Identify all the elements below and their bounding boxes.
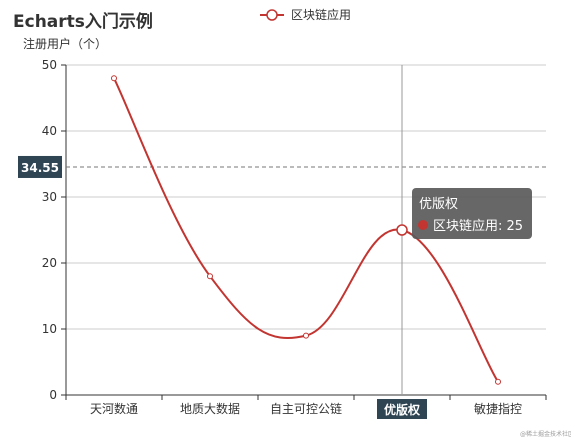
tooltip-box [412,188,532,239]
y-tick-label: 30 [42,190,57,204]
legend-marker [266,9,278,21]
tooltip-title: 优版权 [419,196,458,212]
tooltip-series-value: 区块链应用: 25 [433,218,523,234]
data-point[interactable] [111,75,117,82]
data-point[interactable] [396,224,408,236]
y-pointer-label: 34.55 [21,161,59,175]
y-axis-label: 注册用户（个） [23,36,107,51]
x-tick-label: 敏捷指控 [474,401,522,416]
tooltip: 优版权 区块链应用: 25 [412,188,532,239]
x-tick-label: 优版权 [384,402,421,417]
y-tick-label: 0 [49,388,57,402]
chart-title: Echarts入门示例 [13,11,153,32]
x-tick-label: 天河数通 [90,401,138,416]
y-tick-label: 40 [42,124,57,138]
legend[interactable]: 区块链应用 [260,7,351,22]
y-tick-label: 20 [42,256,57,270]
x-tick-label: 地质大数据 [180,401,240,416]
data-points[interactable] [111,75,501,385]
x-tick-label: 自主可控公链 [270,401,342,416]
y-pointer-label-bg [18,155,62,178]
x-pointer-label-bg [377,399,427,419]
y-tick-label: 10 [42,322,57,336]
legend-label[interactable]: 区块链应用 [291,7,351,22]
data-point[interactable] [495,378,501,385]
axis-pointer: 34.55 [18,65,546,395]
tooltip-series-marker [418,220,428,230]
y-tick-label: 50 [42,58,57,72]
data-point[interactable] [207,273,213,280]
data-point[interactable] [303,332,309,339]
watermark: @稀土掘金技术社区 [520,430,571,438]
